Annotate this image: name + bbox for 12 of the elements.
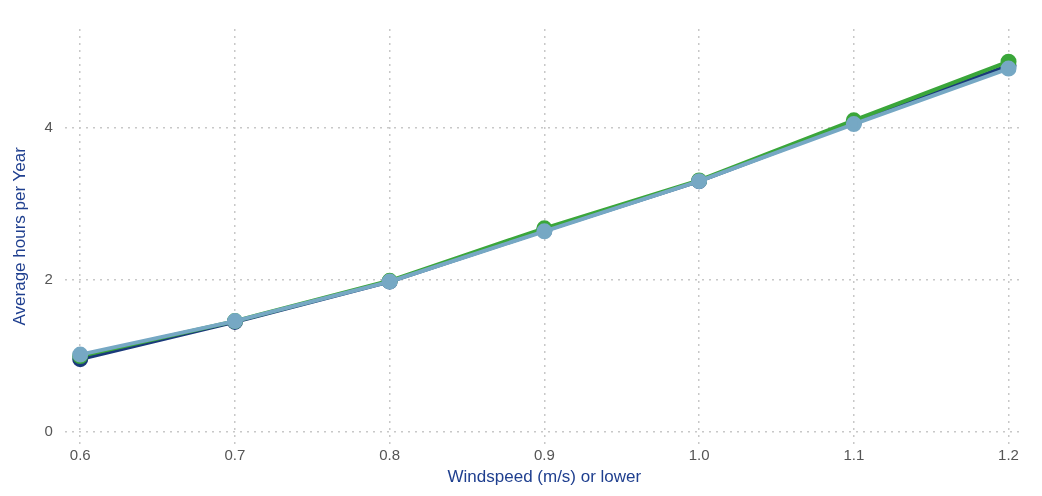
x-axis-title: Windspeed (m/s) or lower [447, 467, 642, 487]
y-tick-label: 0 [44, 422, 53, 440]
x-tick-label: 1.0 [688, 445, 710, 463]
x-tick-label: 0.6 [69, 445, 91, 463]
x-tick-label: 0.9 [533, 445, 555, 463]
y-axis-title: Average hours per Year [9, 146, 29, 326]
x-tick-label: 0.8 [379, 445, 401, 463]
y-tick-label: 2 [44, 270, 53, 288]
x-tick-label: 1.2 [998, 445, 1019, 463]
x-tick-label: 0.7 [224, 445, 246, 463]
y-tick-label: 4 [44, 118, 53, 136]
x-tick-label: 1.1 [843, 445, 865, 463]
